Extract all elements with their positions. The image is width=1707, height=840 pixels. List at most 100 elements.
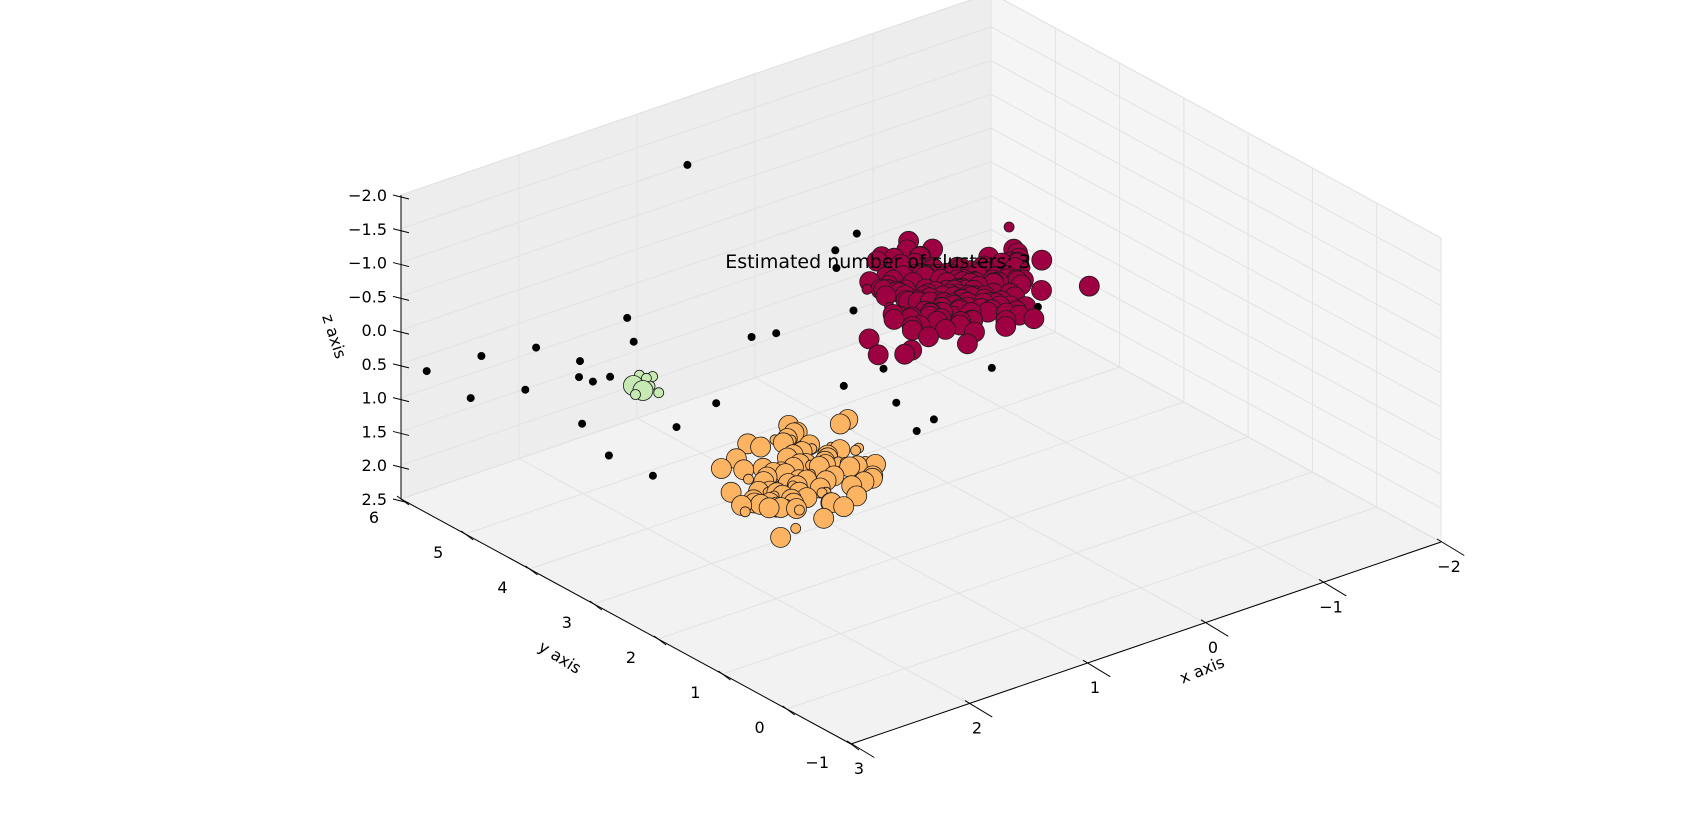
noise-point [422, 367, 431, 376]
noise-point [606, 372, 615, 381]
x-gridline [754, 377, 1206, 624]
y-tick [782, 705, 796, 716]
y-gridline [722, 471, 1313, 675]
z-tick [392, 329, 410, 335]
z-tick [392, 194, 410, 200]
noise-point [892, 398, 901, 407]
y-axis-line [400, 498, 852, 745]
z-axis-label: z axis [318, 312, 350, 361]
x-tick-label: 3 [854, 759, 864, 778]
y-tick-label: 3 [562, 613, 572, 632]
y-tick [396, 495, 410, 506]
x-tick [846, 740, 875, 758]
noise-point [849, 306, 858, 315]
x-tick [1436, 538, 1465, 556]
z-gridline [400, 195, 992, 399]
z-tick-label: 2.5 [362, 490, 387, 509]
x-tick [1200, 619, 1229, 637]
x-axis-label: x axis [1177, 652, 1227, 687]
y-tick-label: 2 [626, 648, 636, 667]
cluster-1-core-point [957, 333, 978, 355]
z-gridline [400, 93, 992, 297]
z-tick [392, 430, 410, 436]
x-axis-line [850, 541, 1442, 745]
y-gridline [465, 331, 1056, 535]
z-tick-label: −1.5 [348, 220, 387, 239]
z-gridline [400, 296, 992, 500]
y-tick-label: 6 [369, 508, 379, 527]
noise-point [578, 419, 587, 428]
cluster-1-core-point [1031, 279, 1052, 301]
cluster-3-border-point [653, 387, 665, 399]
noise-point [987, 363, 996, 372]
y-gridline [786, 506, 1377, 710]
z-gridline [400, 60, 992, 264]
cluster-2-core-point [750, 436, 771, 458]
z-tick [392, 464, 410, 470]
noise-point [604, 451, 613, 460]
x-gridline [872, 336, 1324, 583]
z-tick [392, 397, 410, 403]
y-tick-label: −1 [805, 753, 829, 772]
z-gridline [400, 26, 992, 230]
z-gridline [990, 127, 1442, 374]
z-tick [392, 363, 410, 369]
cluster-1-core-point [894, 343, 916, 365]
x-tick-label: 0 [1208, 638, 1218, 657]
cluster-2-border-point [790, 523, 802, 534]
x-tick [1082, 659, 1111, 678]
y-tick [846, 740, 860, 751]
x-tick-label: −2 [1437, 557, 1461, 576]
y-tick-label: 4 [497, 578, 507, 597]
noise-point [648, 471, 657, 480]
noise-point [575, 373, 583, 382]
y-tick [653, 635, 667, 646]
y-gridline [593, 401, 1185, 605]
cluster-2-border-point [743, 473, 754, 485]
cluster-2-core-point [833, 496, 855, 518]
y-tick [460, 530, 474, 541]
y-tick-label: 5 [433, 543, 443, 562]
z-tick-label: −2.0 [348, 186, 387, 205]
z-tick [392, 295, 410, 301]
z-tick-label: 0.5 [362, 355, 387, 374]
y-tick [718, 670, 731, 681]
z-tick-label: 1.0 [362, 389, 387, 408]
z-gridline [1002, 0, 1442, 239]
noise-point [852, 229, 861, 238]
noise-point [831, 246, 840, 255]
x-gridline [518, 458, 970, 705]
cluster-1-core-point [1023, 308, 1045, 330]
z-gridline [990, 161, 1442, 408]
y-gridline [657, 436, 1249, 640]
noise-point [839, 381, 848, 390]
cluster-1-core-point [1031, 249, 1053, 271]
z-tick-label: 2.0 [362, 456, 387, 475]
cluster-1-core-point [875, 285, 897, 307]
cluster-1-border-point [861, 283, 873, 295]
y-tick-label: 1 [690, 683, 700, 702]
z-gridline [990, 60, 1442, 306]
z-gridline [400, 161, 992, 365]
axes: 3 2 1 0 −1 −2 −1 0 1 2 3 4 5 6 −2.0 −1.5 −1.0 −0.5 0.0 0.5 1… [348, 186, 1465, 778]
noise-point [832, 264, 841, 272]
z-tick [392, 262, 410, 268]
z-gridline [990, 93, 1442, 340]
noise-point [912, 427, 921, 435]
cluster-2-core-point [829, 413, 851, 435]
noise-point [623, 313, 632, 322]
noise-point [629, 337, 638, 346]
z-gridline [990, 296, 1442, 543]
z-tick-label: 0.0 [362, 321, 387, 340]
noise-point [521, 385, 530, 394]
noise-point [929, 415, 938, 424]
cluster-2-core-point [758, 497, 780, 519]
noise-point [588, 377, 597, 386]
cluster-2-border-point [850, 444, 861, 456]
z-gridline [400, 127, 992, 331]
cluster-2-core-point [813, 507, 835, 529]
noise-point [477, 352, 486, 360]
cluster-1-border-point [1003, 221, 1015, 233]
noise-point [772, 329, 781, 338]
noise-point [532, 343, 541, 352]
